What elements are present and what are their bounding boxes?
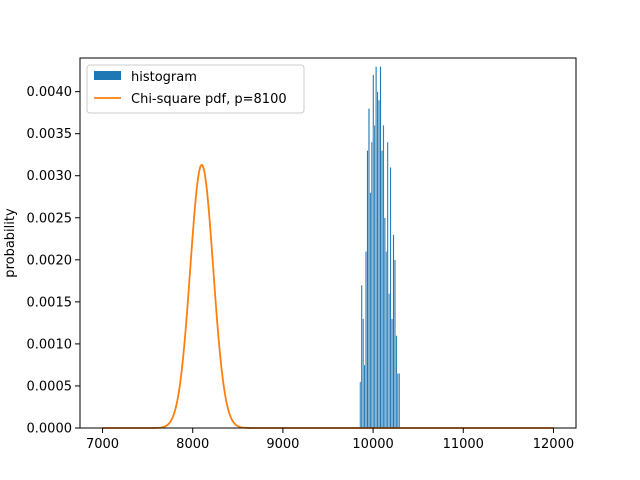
histogram-bar xyxy=(368,108,370,429)
histogram-bar xyxy=(362,318,365,429)
histogram-bar xyxy=(388,293,391,429)
histogram-bar xyxy=(363,364,366,429)
x-tick-label: 9000 xyxy=(266,437,299,452)
histogram-bar xyxy=(359,381,362,429)
histogram-bar xyxy=(398,373,401,429)
histogram-bar xyxy=(383,217,386,429)
y-tick-label: 0.0035 xyxy=(27,127,73,142)
histogram-bar xyxy=(396,373,399,429)
histogram-bar xyxy=(392,234,395,429)
y-tick-label: 0.0040 xyxy=(27,85,73,100)
histogram-bar xyxy=(375,66,378,429)
plot-frame xyxy=(79,57,577,429)
x-tick-label: 11000 xyxy=(443,437,484,452)
x-tick-label: 12000 xyxy=(533,437,574,452)
legend-pdf-label: Chi-square pdf, p=8100 xyxy=(131,92,287,107)
y-tick-label: 0.0030 xyxy=(27,169,73,184)
histogram-bar xyxy=(365,251,367,429)
histogram-bar xyxy=(366,150,369,429)
y-tick-label: 0.0020 xyxy=(27,253,73,268)
histogram-bar xyxy=(391,318,393,429)
legend-histogram-label: histogram xyxy=(131,70,197,85)
legend-box xyxy=(86,64,305,114)
histogram-bar xyxy=(372,74,375,429)
y-tick-label: 0.0015 xyxy=(27,295,73,310)
x-tick-label: 10000 xyxy=(352,437,393,452)
histogram-bar xyxy=(381,150,383,429)
histogram-bar xyxy=(382,125,385,429)
histogram-bar xyxy=(386,141,389,429)
x-tick-label: 8000 xyxy=(176,437,209,452)
y-axis-label: probability xyxy=(3,208,18,278)
histogram-bar xyxy=(360,284,363,429)
y-tick-label: 0.0025 xyxy=(27,211,73,226)
histogram-bar xyxy=(379,66,382,429)
histogram-bar xyxy=(370,141,373,429)
histogram-bar xyxy=(378,99,380,429)
y-tick-label: 0.0000 xyxy=(27,422,73,437)
x-axis: 7000 8000 9000 10000 11000 12000 xyxy=(86,428,574,452)
legend: histogram Chi-square pdf, p=8100 xyxy=(86,64,305,114)
x-tick-label: 7000 xyxy=(86,437,119,452)
y-tick-label: 0.0010 xyxy=(27,337,73,352)
histogram-bar xyxy=(373,125,376,429)
histogram-bar xyxy=(389,167,392,429)
histogram-bar xyxy=(394,259,396,429)
histogram-bar xyxy=(385,251,388,429)
histogram-bar xyxy=(395,335,398,429)
histogram-bar xyxy=(376,91,379,429)
y-axis: 0.0000 0.0005 0.0010 0.0015 0.0020 0.0025 0.00… xyxy=(27,85,80,437)
histogram-bar xyxy=(369,192,372,429)
y-tick-label: 0.0005 xyxy=(27,379,73,394)
legend-histogram-swatch xyxy=(94,71,121,80)
